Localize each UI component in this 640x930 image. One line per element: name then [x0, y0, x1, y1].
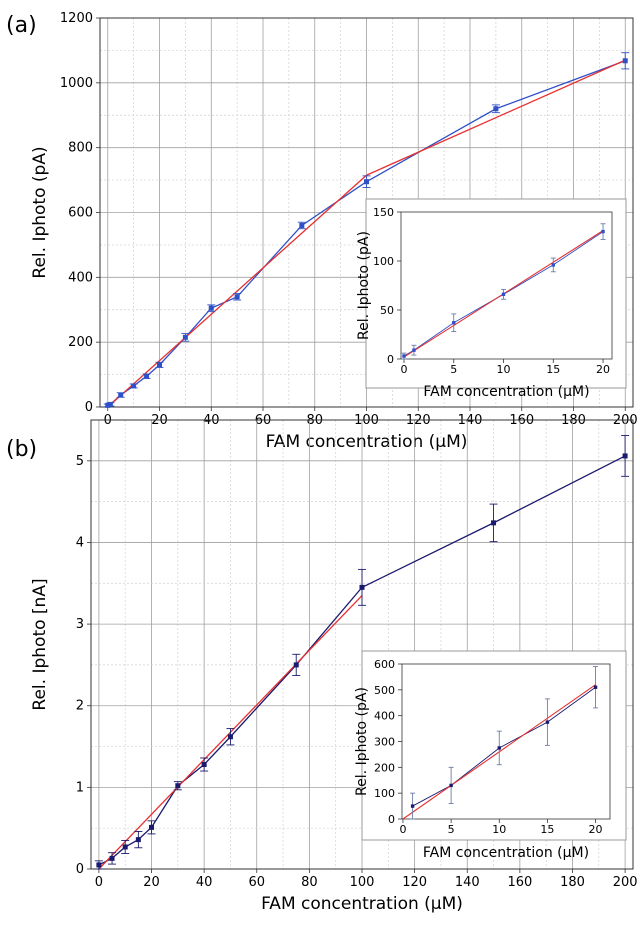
- a-data-point-5: [157, 362, 163, 368]
- a-inset-y-tick-label-2: 100: [373, 255, 394, 268]
- b-x-tick-label-9: 180: [560, 875, 585, 890]
- b-inset-x-tick-label-2: 10: [492, 823, 506, 836]
- a-y-tick-label-3: 600: [68, 206, 93, 221]
- b-data-point-0: [96, 862, 102, 868]
- b-x-tick-label-3: 60: [248, 875, 265, 890]
- a-y-axis-label: Rel. Iphoto (pA): [30, 146, 50, 278]
- chart-panel-a: 0 20 40 60 80 100 120 140 160 180 2000200400600800…: [30, 11, 638, 452]
- a-data-point-7: [208, 305, 214, 311]
- a-inset-x-tick-label-2: 10: [497, 363, 511, 376]
- b-x-tick-label-5: 100: [350, 875, 375, 890]
- b-y-axis-label: Rel. Iphoto [nA]: [30, 578, 50, 710]
- b-x-tick-label-2: 40: [196, 875, 213, 890]
- a-data-point-0: [105, 402, 111, 408]
- b-inset-y-tick-label-3: 300: [374, 736, 395, 749]
- b-data-point-6: [201, 762, 207, 768]
- a-y-tick-label-4: 800: [68, 141, 93, 156]
- b-data-point-1: [109, 855, 115, 861]
- a-inset-y-tick-label-3: 150: [373, 206, 394, 219]
- b-inset-data-point-0: [410, 804, 415, 808]
- a-y-tick-label-1: 200: [68, 335, 93, 350]
- b-inset-x-tick-label-3: 15: [540, 823, 554, 836]
- b-inset-y-tick-label-0: 0: [388, 813, 395, 826]
- b-inset-data-point-3: [545, 720, 550, 724]
- b-inset-x-axis-label: FAM concentration (μM): [423, 845, 589, 861]
- b-data-point-7: [227, 734, 233, 740]
- a-inset-data-point-4: [551, 263, 555, 267]
- b-x-tick-label-10: 200: [613, 875, 638, 890]
- b-inset-y-tick-label-2: 200: [374, 761, 395, 774]
- b-x-tick-label-6: 120: [402, 875, 427, 890]
- a-y-tick-label-2: 400: [68, 270, 93, 285]
- b-inset-data-point-4: [593, 685, 598, 689]
- b-x-tick-label-7: 140: [455, 875, 480, 890]
- a-data-point-12: [622, 58, 628, 64]
- b-y-tick-label-4: 4: [76, 535, 84, 550]
- a-inset-data-point-1: [412, 348, 416, 352]
- b-data-point-10: [491, 520, 497, 526]
- a-data-point-11: [493, 106, 499, 112]
- a-data-point-2: [118, 392, 124, 398]
- b-inset-y-tick-label-4: 400: [374, 710, 395, 723]
- a-data-point-4: [144, 373, 150, 379]
- a-data-point-6: [182, 334, 188, 340]
- a-data-point-8: [234, 294, 240, 300]
- b-x-tick-label-1: 20: [143, 875, 160, 890]
- a-inset-y-tick-label-0: 0: [387, 353, 394, 366]
- a-data-point-9: [299, 222, 305, 228]
- b-y-tick-label-3: 3: [76, 617, 84, 632]
- b-inset-data-point-2: [497, 746, 501, 750]
- b-y-tick-label-1: 1: [76, 780, 84, 795]
- b-inset-inset-frame: [361, 650, 627, 841]
- b-data-point-2: [122, 844, 128, 850]
- b-data-point-9: [359, 584, 365, 590]
- a-series-fit-line: [107, 59, 626, 408]
- a-y-tick-label-0: 0: [85, 400, 93, 415]
- a-data-point-10: [364, 179, 369, 185]
- b-y-tick-label-0: 0: [76, 862, 84, 877]
- a-inset-data-point-3: [501, 292, 506, 297]
- b-x-tick-label-8: 160: [507, 875, 532, 890]
- a-inset-data-point-5: [601, 229, 605, 234]
- b-x-tick-label-4: 80: [301, 875, 318, 890]
- a-data-point-3: [131, 383, 137, 389]
- a-inset-y-axis-label: Rel. Iphoto (pA): [356, 231, 372, 340]
- a-y-tick-label-5: 1000: [60, 76, 93, 91]
- panel-label-a: (a): [6, 13, 37, 38]
- b-data-point-5: [175, 783, 181, 789]
- a-inset-x-tick-label-3: 15: [546, 363, 560, 376]
- b-y-tick-label-2: 2: [76, 699, 84, 714]
- b-inset-x-tick-label-0: 0: [399, 823, 406, 836]
- a-inset-data-point-0: [402, 354, 406, 358]
- a-inset-x-tick-label-0: 0: [400, 363, 407, 376]
- b-inset-data-point-1: [449, 783, 453, 788]
- a-inset-x-axis-label: FAM concentration (μM): [423, 384, 589, 400]
- a-inset-x-tick-label-1: 5: [450, 363, 457, 376]
- b-y-tick-label-5: 5: [76, 454, 84, 469]
- a-y-tick-label-6: 1200: [60, 11, 93, 26]
- a-data-point-1: [107, 401, 113, 407]
- a-x-axis-label: FAM concentration (μM): [266, 432, 468, 452]
- b-x-axis-label: FAM concentration (μM): [261, 894, 463, 914]
- a-inset-inset-frame: [365, 198, 627, 389]
- b-data-point-11: [622, 453, 628, 459]
- b-inset-y-axis-label: Rel. Iphoto (pA): [354, 687, 370, 796]
- b-data-point-4: [149, 824, 155, 830]
- b-data-point-8: [293, 662, 299, 668]
- b-inset-x-tick-label-4: 20: [589, 823, 603, 836]
- b-data-point-3: [135, 837, 141, 843]
- a-inset-x-tick-label-4: 20: [596, 363, 610, 376]
- b-inset-x-tick-label-1: 5: [448, 823, 455, 836]
- b-x-tick-label-0: 0: [95, 875, 103, 890]
- b-inset-y-tick-label-1: 100: [374, 787, 395, 800]
- b-inset-y-tick-label-6: 600: [374, 658, 395, 671]
- panel-label-b: (b): [6, 437, 37, 462]
- b-inset-y-tick-label-5: 500: [374, 684, 395, 697]
- a-inset-data-point-2: [452, 321, 456, 325]
- a-inset-y-tick-label-1: 50: [380, 304, 394, 317]
- a-inset-plot-area: [400, 211, 613, 360]
